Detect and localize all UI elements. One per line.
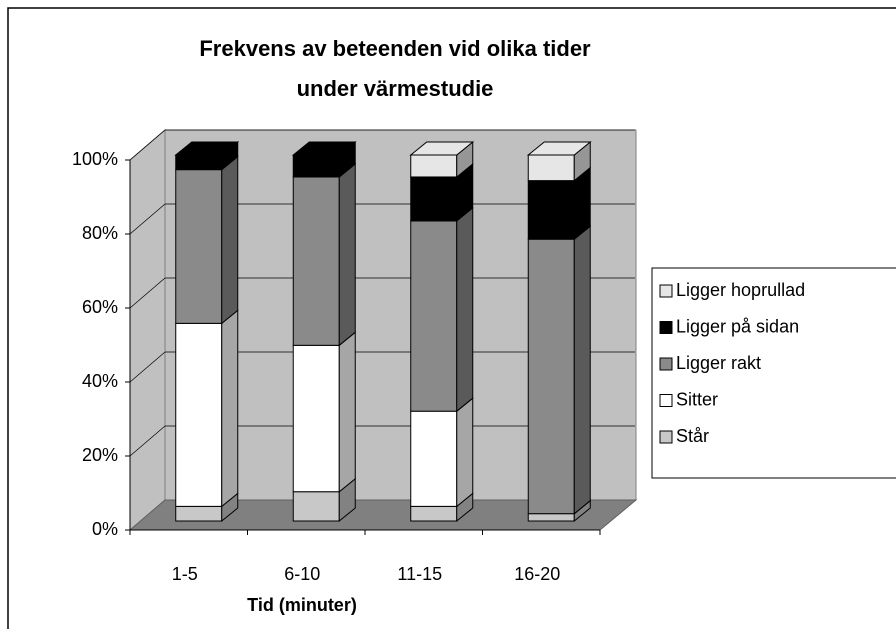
bar-segment [410, 176, 458, 222]
bar-segment [410, 505, 458, 522]
bar-segment [410, 154, 458, 178]
bar-side-shade [221, 310, 238, 507]
bar-side-shade [339, 478, 356, 521]
bar-segment [527, 180, 575, 240]
legend-box [651, 267, 896, 479]
bar-segment [410, 410, 458, 507]
legend-swatch [659, 394, 673, 407]
y-tick-label: 80% [82, 223, 118, 243]
legend-label: Står [676, 426, 709, 446]
chart-title: under värmestudie [297, 76, 494, 101]
bar-side-shade [221, 493, 238, 521]
bar-side-shade [339, 163, 356, 346]
bar-segment [292, 491, 340, 522]
bar-side-shade [574, 167, 591, 240]
grid-line [129, 203, 166, 235]
bar-top [526, 141, 592, 156]
bar-side-shade [574, 226, 591, 514]
bar-segment [527, 154, 575, 182]
bar-top [291, 141, 357, 156]
grid-line [129, 425, 166, 457]
bar-side-shade [456, 398, 473, 507]
legend-label: Ligger på sidan [676, 316, 799, 336]
bar-side-shade [574, 142, 591, 181]
chart-title: Frekvens av beteenden vid olika tider [199, 36, 591, 61]
bar-segment [175, 154, 223, 171]
y-tick-label: 60% [82, 297, 118, 317]
bar-segment [175, 505, 223, 522]
bar-segment [292, 176, 340, 346]
x-tick-label: 6-10 [284, 564, 320, 584]
y-tick-label: 100% [72, 149, 118, 169]
bar-side-shade [339, 332, 356, 492]
y-tick-label: 0% [92, 519, 118, 539]
bar-side-shade [456, 493, 473, 521]
y-tick-label: 40% [82, 371, 118, 391]
bar-side-shade [574, 500, 591, 521]
legend-label: Ligger rakt [676, 353, 761, 373]
x-tick-label: 16-20 [514, 564, 560, 584]
bar-side-shade [456, 207, 473, 412]
bar-segment [527, 513, 575, 522]
x-axis-title: Tid (minuter) [247, 595, 357, 615]
grid-line [129, 129, 166, 161]
bar-side-shade [339, 142, 356, 177]
y-tick-label: 20% [82, 445, 118, 465]
grid-line [129, 351, 166, 383]
legend-swatch [659, 321, 673, 334]
bar-top [409, 141, 475, 156]
bar-segment [292, 344, 340, 493]
bar-side-shade [456, 142, 473, 177]
bar-segment [175, 169, 223, 324]
bar-segment [175, 322, 223, 507]
x-tick-label: 11-15 [397, 564, 442, 584]
legend-label: Sitter [676, 389, 718, 409]
bar-segment [292, 154, 340, 178]
legend-swatch [659, 357, 673, 371]
legend-swatch [659, 430, 673, 444]
bar-side-shade [221, 156, 238, 324]
grid-line [129, 277, 166, 309]
bar-segment [410, 220, 458, 412]
legend-swatch [659, 284, 673, 298]
plot-walls [125, 128, 638, 535]
bar-top [174, 141, 240, 156]
legend-label: Ligger hoprullad [676, 280, 805, 300]
bar-segment [527, 238, 575, 515]
x-tick-label: 1-5 [172, 564, 198, 584]
bar-side-shade [456, 163, 473, 221]
bar-side-shade [221, 142, 238, 170]
